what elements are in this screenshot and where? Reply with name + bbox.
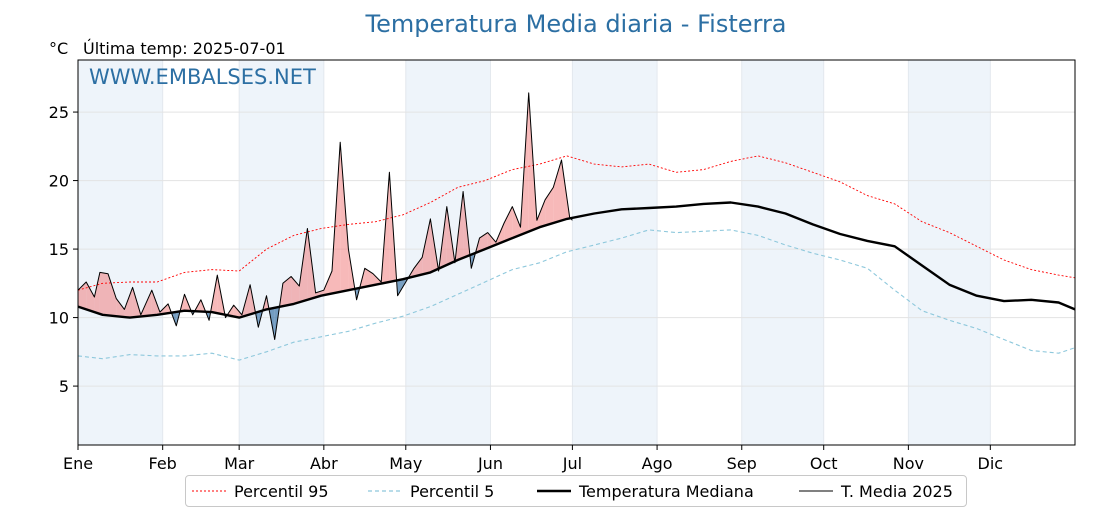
p5-point <box>867 268 869 270</box>
month-band <box>908 60 990 445</box>
p5-point <box>675 232 677 234</box>
x-tick-label: Jun <box>477 454 503 473</box>
x-tick-label: Dic <box>978 454 1004 473</box>
legend: Percentil 95 Percentil 5 Temperatura Med… <box>185 475 967 507</box>
above-median-fill <box>100 272 108 315</box>
x-tick-label: Ago <box>642 454 673 473</box>
x-tick-label: Oct <box>810 454 838 473</box>
mean2025-line-swatch <box>799 488 833 494</box>
month-band <box>78 60 163 445</box>
median-line-swatch <box>537 488 571 494</box>
p95-line-swatch <box>192 488 226 494</box>
x-tick-label: Jul <box>562 454 582 473</box>
month-band <box>239 60 324 445</box>
y-tick-label: 5 <box>59 377 69 396</box>
p5-point <box>703 231 705 233</box>
x-tick-label: Sep <box>727 454 757 473</box>
legend-item-p5: Percentil 5 <box>368 481 494 501</box>
x-tick-label: Feb <box>149 454 177 473</box>
p5-point <box>566 251 568 253</box>
legend-label-p5: Percentil 5 <box>410 482 494 501</box>
x-tick-label: Nov <box>893 454 924 473</box>
watermark-text: WWW.EMBALSES.NET <box>89 65 316 89</box>
above-median-fill <box>553 160 561 223</box>
month-bands <box>78 60 990 445</box>
x-tick-label: Mar <box>224 454 255 473</box>
legend-item-mean2025: T. Media 2025 <box>799 481 953 501</box>
legend-item-median: Temperatura Mediana <box>537 481 754 501</box>
legend-item-p95: Percentil 95 <box>192 481 329 501</box>
legend-label-median: Temperatura Mediana <box>579 482 754 501</box>
legend-label-p95: Percentil 95 <box>234 482 329 501</box>
month-band <box>572 60 657 445</box>
y-tick-label: 20 <box>49 172 69 191</box>
y-tick-label: 15 <box>49 240 69 259</box>
p5-line-swatch <box>368 488 402 494</box>
y-axis-ticks: 5 10 15 20 25 <box>49 103 78 396</box>
y-tick-label: 10 <box>49 309 69 328</box>
y-tick-label: 25 <box>49 103 69 122</box>
p5-point <box>894 289 896 291</box>
p5-point <box>839 259 841 261</box>
legend-label-mean2025: T. Media 2025 <box>841 482 953 501</box>
above-median-fill <box>504 207 512 242</box>
x-tick-label: Ene <box>63 454 93 473</box>
x-axis-ticks: Ene Feb Mar Abr May Jun Jul Ago Sep Oct Nov Dic <box>63 445 1003 473</box>
last-temp-label: Última temp: 2025-07-01 <box>83 39 286 58</box>
above-median-fill <box>512 207 520 239</box>
chart-title: Temperatura Media diaria - Fisterra <box>364 10 786 38</box>
x-tick-label: Abr <box>310 454 338 473</box>
unit-label: °C <box>49 39 68 58</box>
x-tick-label: May <box>389 454 422 473</box>
